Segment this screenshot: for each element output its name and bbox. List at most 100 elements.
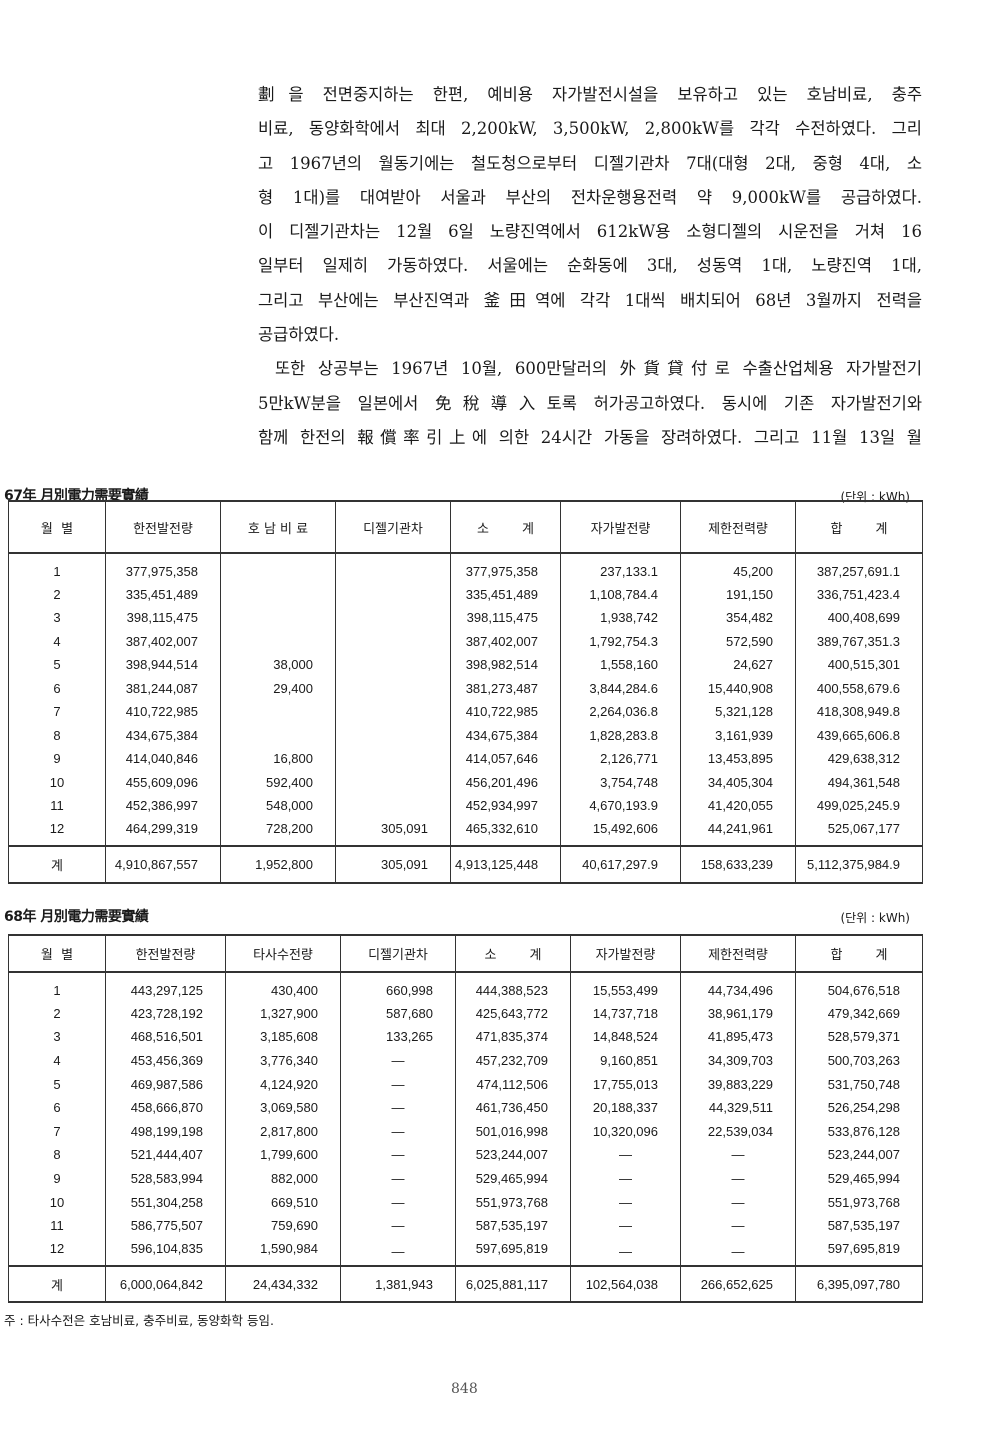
value-cell: 3,776,340 <box>225 1048 341 1073</box>
value-cell: — <box>680 1190 796 1214</box>
value-cell: 5,321,128 <box>680 700 796 724</box>
value-cell: 14,848,524 <box>570 1025 681 1049</box>
value-cell: — <box>340 1237 456 1267</box>
value-cell: 400,515,301 <box>795 653 923 677</box>
value-cell <box>335 770 451 794</box>
value-cell: 526,254,298 <box>795 1095 923 1120</box>
value-cell: 15,492,606 <box>560 817 681 846</box>
table-row: 12 464,299,319 728,200 305,091 465,332,610 15… <box>8 817 923 846</box>
value-cell: 456,201,496 <box>450 770 561 794</box>
column-header: 월 별 <box>8 500 106 554</box>
value-cell: 1,828,283.8 <box>560 723 681 747</box>
value-cell: 660,998 <box>340 972 456 1002</box>
value-cell: — <box>340 1213 456 1238</box>
value-cell: 13,453,895 <box>680 747 796 771</box>
value-cell: 452,934,997 <box>450 794 561 818</box>
value-cell: 335,451,489 <box>450 582 561 606</box>
value-cell: 191,150 <box>680 582 796 606</box>
column-header: 디젤기관차 <box>340 934 456 973</box>
month-cell: 5 <box>8 653 106 677</box>
value-cell: 551,973,768 <box>795 1190 923 1214</box>
value-cell: 1,558,160 <box>560 653 681 677</box>
value-cell: 587,535,197 <box>455 1213 571 1238</box>
value-cell: 3,754,748 <box>560 770 681 794</box>
body-text: 劃을 전면중지하는 한편, 예비용 자가발전시설을 보유하고 있는 호남비료, … <box>258 78 922 455</box>
value-cell: 474,112,506 <box>455 1072 571 1096</box>
value-cell: 387,257,691.1 <box>795 553 923 583</box>
month-cell: 1 <box>8 553 106 583</box>
month-cell: 7 <box>8 700 106 724</box>
value-cell: 398,115,475 <box>450 606 561 630</box>
page-number: 848 <box>451 1381 478 1397</box>
month-cell: 12 <box>8 1237 106 1267</box>
table2-title: 68年 月別電力需要實績 <box>4 909 149 925</box>
value-cell: 587,680 <box>340 1001 456 1026</box>
total-cell: 6,395,097,780 <box>795 1265 923 1304</box>
value-cell: 533,876,128 <box>795 1119 923 1144</box>
value-cell: 3,161,939 <box>680 723 796 747</box>
month-cell: 4 <box>8 1048 106 1073</box>
value-cell: 2,817,800 <box>225 1119 341 1144</box>
value-cell <box>220 553 336 583</box>
value-cell: 468,516,501 <box>105 1025 226 1049</box>
text-line: 형 1대)를 대여받아 서울과 부산의 전차운행용전력 약 9,000kW를 공… <box>258 187 922 207</box>
value-cell: 398,982,514 <box>450 653 561 677</box>
value-cell: 335,451,489 <box>105 582 221 606</box>
value-cell <box>335 582 451 606</box>
month-cell: 3 <box>8 1025 106 1049</box>
total-cell: 102,564,038 <box>570 1265 681 1304</box>
value-cell: 455,609,096 <box>105 770 221 794</box>
value-cell: 4,670,193.9 <box>560 794 681 818</box>
total-row: 계 6,000,064,842 24,434,332 1,381,943 6,025,8… <box>8 1265 923 1304</box>
value-cell: — <box>680 1237 796 1267</box>
value-cell: 305,091 <box>335 817 451 846</box>
value-cell: 551,304,258 <box>105 1190 226 1214</box>
month-cell: 10 <box>8 1190 106 1214</box>
header-row: 월 별 한전발전량 호 남 비 료 디젤기관차 소 계 자가발전량 제한전력량 합 계 <box>8 500 923 554</box>
table1-title: 67年 月別電力需要實績 <box>4 488 149 504</box>
month-cell: 5 <box>8 1072 106 1096</box>
value-cell: 10,320,096 <box>570 1119 681 1144</box>
value-cell: 17,755,013 <box>570 1072 681 1096</box>
value-cell: — <box>340 1190 456 1214</box>
value-cell: 429,638,312 <box>795 747 923 771</box>
value-cell: 452,386,997 <box>105 794 221 818</box>
value-cell: 586,775,507 <box>105 1213 226 1238</box>
month-cell: 11 <box>8 794 106 818</box>
total-cell: 6,000,064,842 <box>105 1265 226 1304</box>
table-row: 10 551,304,258 669,510—551,973,768— —551,97… <box>8 1190 923 1214</box>
column-header: 소 계 <box>455 934 571 973</box>
table-row: 7 410,722,985 410,722,985 2,264,036.8 5,321,… <box>8 700 923 724</box>
value-cell: 381,244,087 <box>105 676 221 700</box>
value-cell: 3,844,284.6 <box>560 676 681 700</box>
value-cell <box>335 629 451 653</box>
value-cell: 525,067,177 <box>795 817 923 846</box>
value-cell: 528,583,994 <box>105 1166 226 1191</box>
value-cell: 434,675,384 <box>105 723 221 747</box>
value-cell: 551,973,768 <box>455 1190 571 1214</box>
total-cell: 1,381,943 <box>340 1265 456 1304</box>
column-header: 제한전력량 <box>680 934 796 973</box>
text-line: 공급하였다. <box>258 325 340 345</box>
value-cell: 444,388,523 <box>455 972 571 1002</box>
month-cell: 7 <box>8 1119 106 1144</box>
column-header: 호 남 비 료 <box>220 500 336 554</box>
value-cell: 458,666,870 <box>105 1095 226 1120</box>
value-cell: — <box>570 1166 681 1191</box>
value-cell: 39,883,229 <box>680 1072 796 1096</box>
column-header: 한전발전량 <box>105 934 226 973</box>
value-cell: 387,402,007 <box>450 629 561 653</box>
value-cell: 523,244,007 <box>795 1143 923 1167</box>
month-cell: 9 <box>8 747 106 771</box>
month-cell: 4 <box>8 629 106 653</box>
value-cell: 528,579,371 <box>795 1025 923 1049</box>
value-cell: 38,961,179 <box>680 1001 796 1026</box>
value-cell: — <box>340 1095 456 1120</box>
value-cell: 596,104,835 <box>105 1237 226 1267</box>
value-cell: 398,115,475 <box>105 606 221 630</box>
text-line: 고 1967년의 월동기에는 철도청으로부터 디젤기관차 7대(대형 2대, 중… <box>258 153 922 173</box>
value-cell: — <box>340 1166 456 1191</box>
table-row: 2 423,728,192 1,327,900 587,680 425,643,772 1… <box>8 1001 923 1026</box>
text-line: 또한 상공부는 1967년 10월, 600만달러의 外貨貸付로 수출산업체용 … <box>275 359 922 379</box>
value-cell: 759,690 <box>225 1213 341 1238</box>
